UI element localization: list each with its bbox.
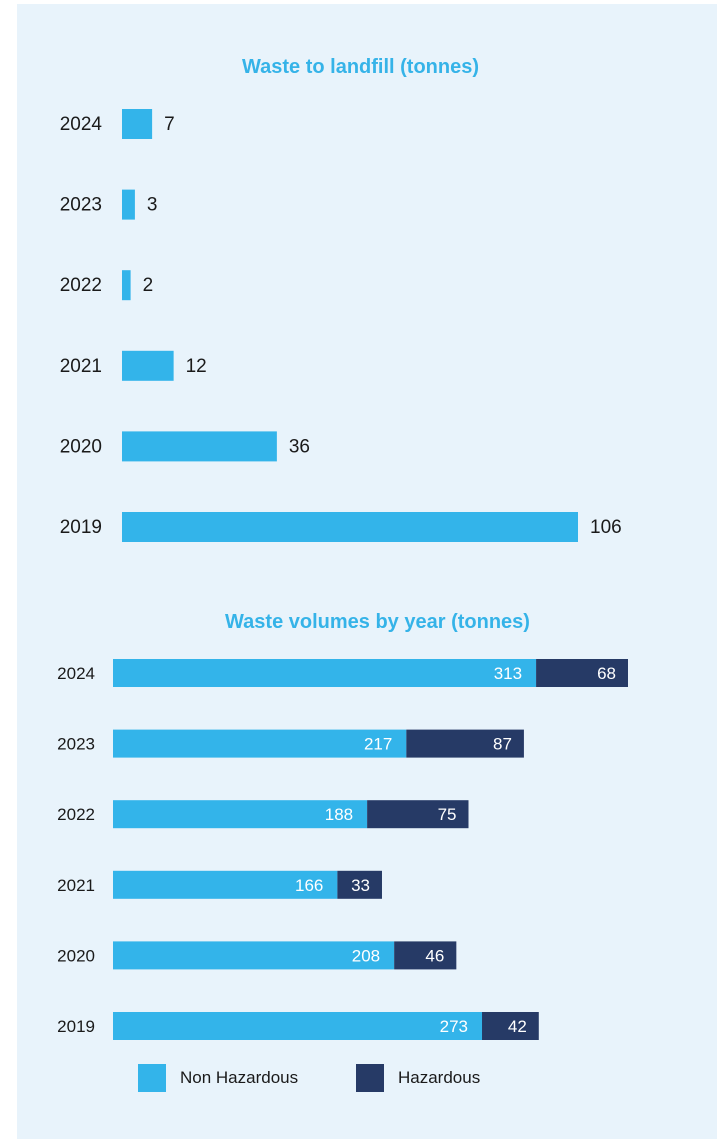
landfill-value-label: 12 [186,356,207,377]
hazardous-bar [337,870,382,899]
landfill-value-label: 2 [143,275,154,296]
non-hazardous-value-label: 166 [295,876,323,895]
non-hazardous-bar [113,941,395,970]
volumes-year-label: 2023 [57,735,95,754]
landfill-value-label: 36 [289,436,310,457]
hazardous-bar [406,729,524,758]
landfill-value-label: 7 [164,114,175,135]
hazardous-bar [536,659,628,687]
non-hazardous-bar [113,870,338,899]
landfill-bar [122,431,277,462]
hazardous-value-label: 68 [597,664,616,683]
landfill-chart: 2024 7 2023 3 2022 2 2021 12 2020 36 2019 106 [60,109,622,542]
landfill-bar [122,350,174,381]
volumes-year-label: 2022 [57,805,95,824]
landfill-bar [122,270,131,301]
hazardous-bar [394,941,457,970]
legend-label-hazardous: Hazardous [398,1068,481,1087]
waste-volumes-chart-title: Waste volumes by year (tonnes) [225,611,530,633]
landfill-chart-title: Waste to landfill (tonnes) [241,56,480,78]
hazardous-bar [482,1012,539,1040]
hazardous-value-label: 75 [438,805,457,824]
landfill-bar [122,512,578,542]
legend-label-non-hazardous: Non Hazardous [180,1068,299,1087]
volumes-year-label: 2021 [57,876,95,895]
volumes-year-label: 2019 [57,1017,95,1036]
non-hazardous-value-label: 217 [364,735,392,754]
hazardous-value-label: 87 [493,735,512,754]
non-hazardous-value-label: 208 [352,946,380,965]
hazardous-bar [367,800,469,829]
landfill-year-label: 2021 [60,356,102,377]
landfill-value-label: 106 [590,517,622,538]
volumes-year-label: 2020 [57,946,95,965]
hazardous-value-label: 42 [508,1017,527,1036]
landfill-year-label: 2022 [60,275,102,296]
landfill-year-label: 2019 [60,517,102,538]
non-hazardous-bar [113,1012,483,1040]
landfill-year-label: 2023 [60,195,102,216]
volumes-year-label: 2024 [57,664,95,683]
non-hazardous-bar [113,800,368,829]
non-hazardous-value-label: 273 [440,1017,468,1036]
landfill-value-label: 3 [147,195,158,216]
landfill-year-label: 2024 [60,114,103,135]
legend-swatch-hazardous [356,1064,384,1092]
hazardous-value-label: 46 [425,946,444,965]
non-hazardous-value-label: 188 [325,805,353,824]
landfill-bar [122,189,135,220]
legend-swatch-non-hazardous [138,1064,166,1092]
landfill-year-label: 2020 [60,436,102,457]
non-hazardous-bar [113,659,537,687]
landfill-bar [122,109,153,139]
non-hazardous-value-label: 313 [494,664,522,683]
hazardous-value-label: 33 [351,876,370,895]
non-hazardous-bar [113,729,407,758]
waste-volumes-chart: 2024 313 68 2023 217 87 2022 188 75 2021 166 33 2020… [57,659,628,1040]
